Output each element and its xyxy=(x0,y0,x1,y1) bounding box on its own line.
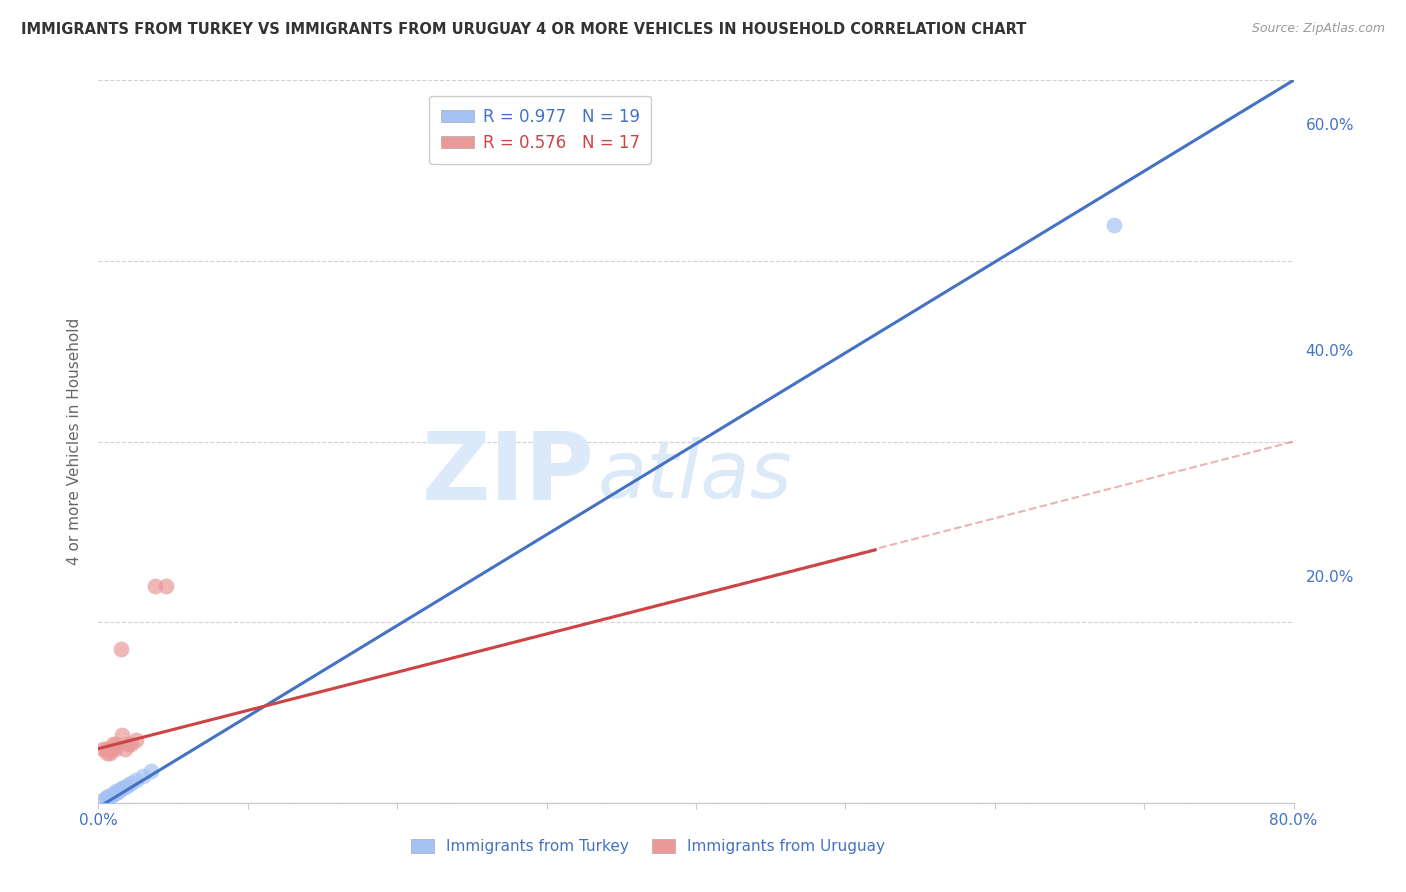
Point xyxy=(104,786,127,800)
Point xyxy=(96,746,118,760)
Point xyxy=(120,776,142,790)
Point xyxy=(117,778,139,792)
Point xyxy=(97,741,120,756)
Point xyxy=(155,579,177,593)
Point xyxy=(125,773,148,788)
Point xyxy=(110,642,132,657)
Point xyxy=(101,788,124,802)
Point xyxy=(120,737,142,751)
Point xyxy=(114,741,136,756)
Point xyxy=(104,741,127,756)
Text: 60.0%: 60.0% xyxy=(1306,118,1354,133)
Point xyxy=(91,741,114,756)
Text: 20.0%: 20.0% xyxy=(1306,569,1354,584)
Point xyxy=(114,780,136,794)
Y-axis label: 4 or more Vehicles in Household: 4 or more Vehicles in Household xyxy=(67,318,83,566)
Point xyxy=(132,769,155,783)
Point xyxy=(101,741,124,756)
Point xyxy=(105,737,128,751)
Point xyxy=(91,793,114,807)
Point xyxy=(1104,218,1126,232)
Point xyxy=(125,732,148,747)
Point xyxy=(117,737,139,751)
Point xyxy=(94,791,117,805)
Point xyxy=(96,790,118,805)
Point xyxy=(98,746,122,760)
Point xyxy=(107,785,129,799)
Point xyxy=(105,784,128,798)
Point xyxy=(139,764,162,779)
Point xyxy=(111,781,134,796)
Text: 40.0%: 40.0% xyxy=(1306,343,1354,359)
Point xyxy=(97,789,120,804)
Point xyxy=(94,741,117,756)
Text: IMMIGRANTS FROM TURKEY VS IMMIGRANTS FROM URUGUAY 4 OR MORE VEHICLES IN HOUSEHOL: IMMIGRANTS FROM TURKEY VS IMMIGRANTS FRO… xyxy=(21,22,1026,37)
Point xyxy=(103,737,125,751)
Legend: Immigrants from Turkey, Immigrants from Uruguay: Immigrants from Turkey, Immigrants from … xyxy=(405,833,891,860)
Point xyxy=(143,579,166,593)
Text: Source: ZipAtlas.com: Source: ZipAtlas.com xyxy=(1251,22,1385,36)
Point xyxy=(110,782,132,797)
Text: ZIP: ZIP xyxy=(422,428,595,520)
Text: atlas: atlas xyxy=(598,437,793,516)
Point xyxy=(98,789,122,803)
Point xyxy=(111,728,134,742)
Point xyxy=(103,787,125,801)
